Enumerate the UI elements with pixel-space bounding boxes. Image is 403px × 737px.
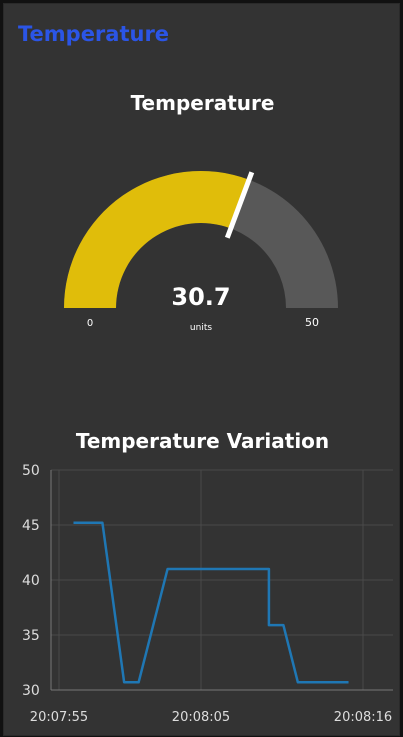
y-tick-label: 35 (22, 628, 40, 644)
series-line (73, 523, 348, 683)
x-tick-label: 20:08:16 (334, 710, 392, 725)
y-tick-label: 45 (22, 518, 40, 534)
y-tick-label: 30 (22, 683, 40, 699)
temperature-group-card: Temperature Temperature 30.7 units 0 50 … (3, 3, 400, 736)
y-tick-label: 50 (22, 463, 40, 479)
y-tick-label: 40 (22, 573, 40, 589)
x-tick-label: 20:08:05 (172, 710, 230, 725)
line-chart: 50 45 40 35 30 20:07:55 20:08:05 20:08:16 (4, 4, 401, 737)
x-tick-label: 20:07:55 (30, 710, 88, 725)
